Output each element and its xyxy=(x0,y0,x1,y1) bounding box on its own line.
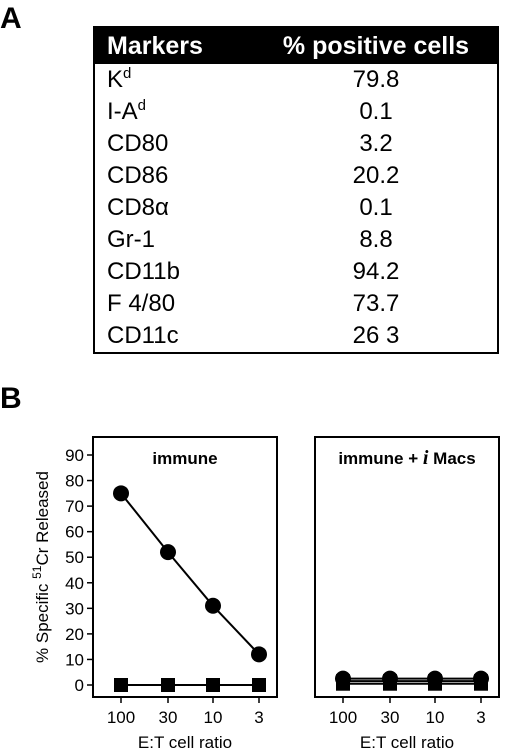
data-point-square xyxy=(428,676,442,691)
percent-value: 8.8 xyxy=(359,226,393,253)
data-point-circle xyxy=(160,544,176,561)
marker-name: I-Ad xyxy=(95,98,255,126)
percent-value: 20.2 xyxy=(352,162,400,189)
data-point-square xyxy=(252,678,266,692)
marker-name: CD11b xyxy=(95,258,255,286)
y-tick-label: 70 xyxy=(65,497,84,516)
marker-base: K xyxy=(107,66,124,93)
y-axis-label-part: % Specific xyxy=(33,579,52,663)
y-tick-label: 80 xyxy=(65,472,84,491)
percent-value: 73.7 xyxy=(352,290,400,317)
header-markers: Markers xyxy=(107,31,203,60)
marker-base: CD86 xyxy=(107,162,169,189)
plot-frame xyxy=(314,436,500,698)
y-tick-label: 60 xyxy=(65,523,84,542)
table-row: CD11b 94.2 xyxy=(95,256,497,288)
marker-name: F 4/80 xyxy=(95,290,255,318)
table-row: F 4/80 73.7 xyxy=(95,288,497,320)
data-point-square xyxy=(383,676,397,691)
chart-title-part: immune xyxy=(152,449,217,468)
y-axis-label-part: Cr Released xyxy=(33,471,52,566)
chart-title: immune + i Macs xyxy=(338,447,475,469)
marker-base: F 4/80 xyxy=(107,290,176,317)
chart-title-part: Macs xyxy=(428,449,475,468)
chart-title: immune xyxy=(152,449,217,468)
table-row: CD86 20.2 xyxy=(95,160,497,192)
percent-value: 26 3 xyxy=(352,322,400,349)
y-tick-label: 50 xyxy=(65,548,84,567)
x-tick-label: 30 xyxy=(159,708,178,727)
data-point-circle xyxy=(113,485,129,502)
marker-table: Markers % positive cells Kd 79.8 I-Ad 0.1 CD… xyxy=(93,26,499,354)
marker-base: Gr-1 xyxy=(107,226,155,253)
data-point-square xyxy=(474,676,488,691)
marker-base: CD11b xyxy=(107,258,180,285)
percent-value: 94.2 xyxy=(352,258,400,285)
data-point-square xyxy=(336,676,350,691)
y-tick-label: 10 xyxy=(65,650,84,669)
marker-base: CD11c xyxy=(107,322,179,349)
table-row: CD11c 26 3 xyxy=(95,320,497,352)
series-line xyxy=(120,492,260,656)
marker-base: CD8 xyxy=(107,194,156,221)
x-tick-label: 3 xyxy=(254,708,263,727)
y-tick-label: 90 xyxy=(65,446,84,465)
table-row: CD8α 0.1 xyxy=(95,192,497,224)
table-row: CD80 3.2 xyxy=(95,128,497,160)
y-tick-label: 40 xyxy=(65,574,84,593)
y-axis-label: % Specific 51Cr Released xyxy=(30,471,52,663)
marker-superscript: d xyxy=(123,65,132,82)
data-point-square xyxy=(161,678,175,692)
x-tick-label: 10 xyxy=(426,708,445,727)
panel-b-label: B xyxy=(0,382,22,415)
y-tick-label: 30 xyxy=(65,599,84,618)
marker-name: Gr-1 xyxy=(95,226,255,254)
table-row: I-Ad 0.1 xyxy=(95,96,497,128)
x-axis-label: E:T cell ratio xyxy=(138,733,232,752)
marker-base: CD80 xyxy=(107,130,169,157)
marker-suffix: α xyxy=(155,194,169,221)
table-row: Kd 79.8 xyxy=(95,64,497,96)
percent-value: 0.1 xyxy=(359,98,393,125)
x-axis-label: E:T cell ratio xyxy=(360,733,454,752)
y-axis-label-part: 51 xyxy=(30,565,44,579)
marker-name: CD8α xyxy=(95,194,255,222)
x-tick-label: 10 xyxy=(204,708,223,727)
percent-value: 3.2 xyxy=(359,130,393,157)
y-tick-label: 0 xyxy=(75,676,84,695)
data-point-square xyxy=(114,678,128,692)
x-tick-label: 3 xyxy=(476,708,485,727)
marker-name: CD86 xyxy=(95,162,255,190)
marker-name: CD11c xyxy=(95,322,255,350)
data-point-circle xyxy=(251,646,267,663)
panel-a-label: A xyxy=(0,2,22,35)
percent-value: 79.8 xyxy=(352,66,400,93)
table-row: Gr-1 8.8 xyxy=(95,224,497,256)
percent-value: 0.1 xyxy=(359,194,393,221)
x-tick-label: 100 xyxy=(329,708,357,727)
header-percent-positive: % positive cells xyxy=(282,31,470,60)
plot-frame xyxy=(92,436,278,698)
data-point-square xyxy=(206,678,220,692)
data-point-circle xyxy=(205,597,221,614)
y-tick-label: 20 xyxy=(65,625,84,644)
marker-superscript: d xyxy=(137,97,147,114)
chart-title-part: immune + xyxy=(338,449,423,468)
marker-name: Kd xyxy=(95,66,255,94)
table-header: Markers % positive cells xyxy=(95,28,497,64)
chart-title-part: i xyxy=(423,447,429,469)
x-tick-label: 100 xyxy=(107,708,135,727)
table-body: Kd 79.8 I-Ad 0.1 CD80 3.2 CD86 20.2 CD8α 0.1 Gr-1 8… xyxy=(95,64,497,352)
marker-name: CD80 xyxy=(95,130,255,158)
marker-base: I-A xyxy=(107,98,138,125)
x-tick-label: 30 xyxy=(381,708,400,727)
